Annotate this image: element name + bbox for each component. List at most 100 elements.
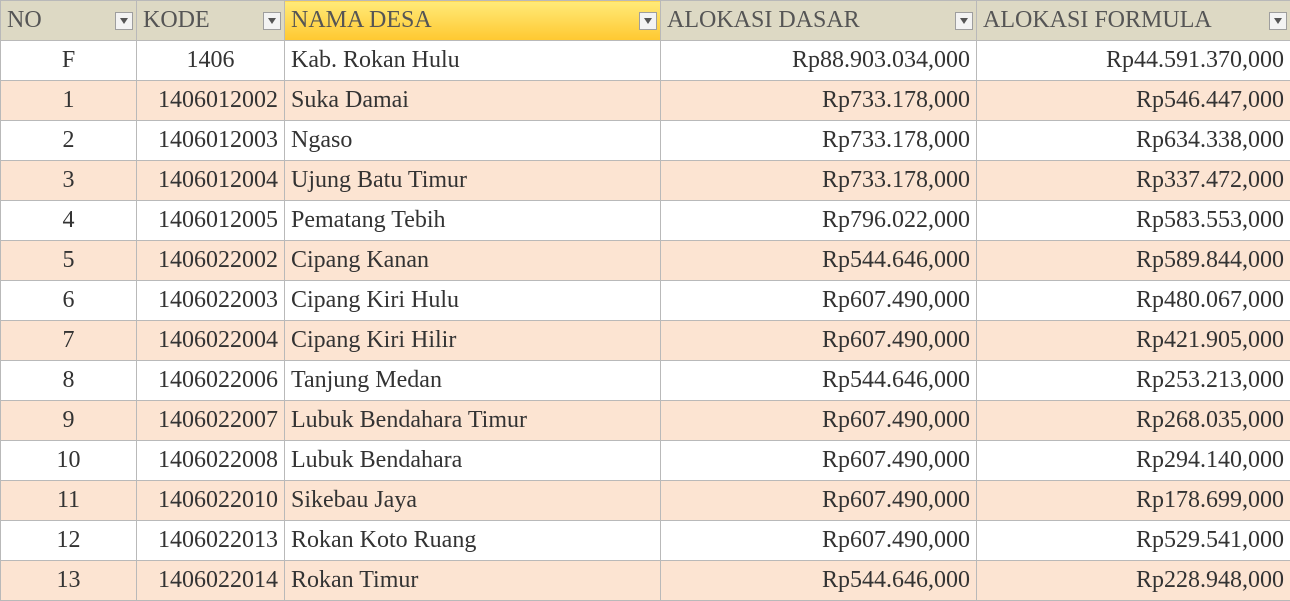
cell-formula[interactable]: Rp253.213,000 — [977, 361, 1290, 401]
cell-nama[interactable]: Kab. Rokan Hulu — [285, 41, 661, 81]
cell-dasar[interactable]: Rp88.903.034,000 — [661, 41, 977, 81]
cell-nama[interactable]: Cipang Kiri Hilir — [285, 321, 661, 361]
cell-dasar[interactable]: Rp544.646,000 — [661, 241, 977, 281]
cell-no[interactable]: 3 — [1, 161, 137, 201]
table-row: 61406022003Cipang Kiri HuluRp607.490,000… — [1, 281, 1290, 321]
cell-kode[interactable]: 1406022007 — [137, 401, 285, 441]
col-header-nama: NAMA DESA — [285, 1, 661, 41]
cell-dasar[interactable]: Rp733.178,000 — [661, 121, 977, 161]
cell-formula[interactable]: Rp337.472,000 — [977, 161, 1290, 201]
cell-dasar[interactable]: Rp733.178,000 — [661, 81, 977, 121]
cell-nama[interactable]: Rokan Koto Ruang — [285, 521, 661, 561]
col-header-label: KODE — [143, 7, 210, 33]
cell-kode[interactable]: 1406022014 — [137, 561, 285, 601]
cell-formula[interactable]: Rp228.948,000 — [977, 561, 1290, 601]
cell-nama[interactable]: Ngaso — [285, 121, 661, 161]
cell-kode[interactable]: 1406022003 — [137, 281, 285, 321]
col-header-dasar: ALOKASI DASAR — [661, 1, 977, 41]
table-body: F1406Kab. Rokan HuluRp88.903.034,000Rp44… — [1, 41, 1290, 601]
cell-dasar[interactable]: Rp607.490,000 — [661, 481, 977, 521]
filter-button-kode[interactable] — [263, 12, 281, 30]
cell-no[interactable]: 12 — [1, 521, 137, 561]
table-row: 121406022013Rokan Koto RuangRp607.490,00… — [1, 521, 1290, 561]
cell-no[interactable]: 8 — [1, 361, 137, 401]
cell-formula[interactable]: Rp178.699,000 — [977, 481, 1290, 521]
table-row: 81406022006Tanjung MedanRp544.646,000Rp2… — [1, 361, 1290, 401]
cell-kode[interactable]: 1406012004 — [137, 161, 285, 201]
col-header-label: NAMA DESA — [291, 7, 432, 33]
cell-nama[interactable]: Lubuk Bendahara Timur — [285, 401, 661, 441]
cell-no[interactable]: 11 — [1, 481, 137, 521]
cell-no[interactable]: 7 — [1, 321, 137, 361]
chevron-down-icon — [644, 18, 652, 24]
cell-nama[interactable]: Cipang Kanan — [285, 241, 661, 281]
table-row: 51406022002Cipang KananRp544.646,000Rp58… — [1, 241, 1290, 281]
cell-no[interactable]: 2 — [1, 121, 137, 161]
cell-nama[interactable]: Sikebau Jaya — [285, 481, 661, 521]
cell-no[interactable]: 13 — [1, 561, 137, 601]
cell-kode[interactable]: 1406012005 — [137, 201, 285, 241]
chevron-down-icon — [268, 18, 276, 24]
cell-dasar[interactable]: Rp607.490,000 — [661, 441, 977, 481]
cell-kode[interactable]: 1406022008 — [137, 441, 285, 481]
filter-button-nama[interactable] — [639, 12, 657, 30]
cell-kode[interactable]: 1406 — [137, 41, 285, 81]
cell-formula[interactable]: Rp480.067,000 — [977, 281, 1290, 321]
filter-button-dasar[interactable] — [955, 12, 973, 30]
cell-formula[interactable]: Rp529.541,000 — [977, 521, 1290, 561]
cell-nama[interactable]: Pematang Tebih — [285, 201, 661, 241]
cell-formula[interactable]: Rp294.140,000 — [977, 441, 1290, 481]
cell-kode[interactable]: 1406022002 — [137, 241, 285, 281]
cell-no[interactable]: 10 — [1, 441, 137, 481]
col-header-formula: ALOKASI FORMULA — [977, 1, 1290, 41]
cell-nama[interactable]: Tanjung Medan — [285, 361, 661, 401]
cell-no[interactable]: 5 — [1, 241, 137, 281]
cell-dasar[interactable]: Rp607.490,000 — [661, 521, 977, 561]
cell-formula[interactable]: Rp546.447,000 — [977, 81, 1290, 121]
col-header-kode: KODE — [137, 1, 285, 41]
cell-dasar[interactable]: Rp733.178,000 — [661, 161, 977, 201]
filter-button-formula[interactable] — [1269, 12, 1287, 30]
cell-dasar[interactable]: Rp544.646,000 — [661, 361, 977, 401]
table-header-row: NO KODE NAMA DESA ALOKASI DASAR — [1, 1, 1290, 41]
cell-kode[interactable]: 1406022006 — [137, 361, 285, 401]
cell-formula[interactable]: Rp421.905,000 — [977, 321, 1290, 361]
cell-dasar[interactable]: Rp607.490,000 — [661, 321, 977, 361]
cell-kode[interactable]: 1406012002 — [137, 81, 285, 121]
cell-no[interactable]: 4 — [1, 201, 137, 241]
cell-nama[interactable]: Cipang Kiri Hulu — [285, 281, 661, 321]
table-row: 101406022008Lubuk BendaharaRp607.490,000… — [1, 441, 1290, 481]
cell-dasar[interactable]: Rp607.490,000 — [661, 401, 977, 441]
col-header-no: NO — [1, 1, 137, 41]
cell-kode[interactable]: 1406022013 — [137, 521, 285, 561]
table-row: 21406012003NgasoRp733.178,000Rp634.338,0… — [1, 121, 1290, 161]
chevron-down-icon — [120, 18, 128, 24]
cell-nama[interactable]: Ujung Batu Timur — [285, 161, 661, 201]
cell-dasar[interactable]: Rp796.022,000 — [661, 201, 977, 241]
cell-dasar[interactable]: Rp607.490,000 — [661, 281, 977, 321]
cell-formula[interactable]: Rp44.591.370,000 — [977, 41, 1290, 81]
cell-no[interactable]: 9 — [1, 401, 137, 441]
cell-kode[interactable]: 1406022010 — [137, 481, 285, 521]
table-row: F1406Kab. Rokan HuluRp88.903.034,000Rp44… — [1, 41, 1290, 81]
table-row: 71406022004Cipang Kiri HilirRp607.490,00… — [1, 321, 1290, 361]
cell-no[interactable]: F — [1, 41, 137, 81]
table-row: 41406012005Pematang TebihRp796.022,000Rp… — [1, 201, 1290, 241]
cell-nama[interactable]: Suka Damai — [285, 81, 661, 121]
cell-formula[interactable]: Rp634.338,000 — [977, 121, 1290, 161]
col-header-label: ALOKASI FORMULA — [983, 7, 1212, 33]
cell-no[interactable]: 6 — [1, 281, 137, 321]
filter-button-no[interactable] — [115, 12, 133, 30]
cell-no[interactable]: 1 — [1, 81, 137, 121]
cell-kode[interactable]: 1406012003 — [137, 121, 285, 161]
cell-nama[interactable]: Lubuk Bendahara — [285, 441, 661, 481]
cell-nama[interactable]: Rokan Timur — [285, 561, 661, 601]
table-row: 111406022010Sikebau JayaRp607.490,000Rp1… — [1, 481, 1290, 521]
table-row: 31406012004Ujung Batu TimurRp733.178,000… — [1, 161, 1290, 201]
cell-formula[interactable]: Rp589.844,000 — [977, 241, 1290, 281]
cell-formula[interactable]: Rp583.553,000 — [977, 201, 1290, 241]
cell-formula[interactable]: Rp268.035,000 — [977, 401, 1290, 441]
col-header-label: ALOKASI DASAR — [667, 7, 860, 33]
cell-dasar[interactable]: Rp544.646,000 — [661, 561, 977, 601]
cell-kode[interactable]: 1406022004 — [137, 321, 285, 361]
